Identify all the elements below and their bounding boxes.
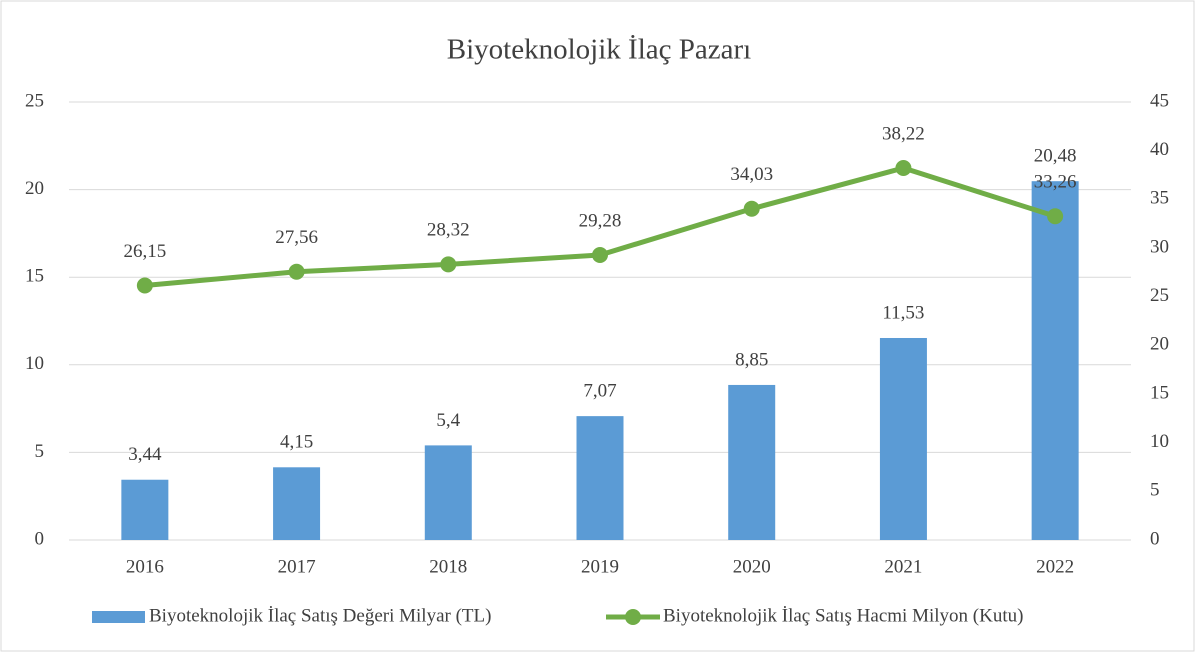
data-label: 33,26 [1034,172,1077,193]
y2-tick-label: 20 [1150,334,1169,355]
x-tick-label: 2022 [1036,556,1074,577]
y2-tick-label: 10 [1150,431,1169,452]
legend-marker [625,609,641,625]
data-label: 4,15 [280,432,313,453]
y-tick-label: 25 [25,90,44,111]
data-label: 28,32 [427,220,470,241]
bar [879,337,927,540]
y-tick-label: 5 [35,441,45,462]
y2-tick-label: 30 [1150,236,1169,257]
line-marker [1047,208,1064,225]
data-label: 29,28 [579,210,622,231]
data-label: 3,44 [128,444,162,465]
bar [1031,181,1079,540]
data-label: 7,07 [583,380,616,401]
y2-tick-label: 45 [1150,90,1169,111]
data-label: 11,53 [882,302,924,323]
data-label: 5,4 [436,410,460,431]
y-tick-label: 10 [25,353,44,374]
x-tick-label: 2020 [733,556,771,577]
data-label: 20,48 [1034,146,1077,167]
line-marker [743,200,760,217]
legend-label: Biyoteknolojik İlaç Satış Değeri Milyar … [149,605,491,626]
data-label: 27,56 [275,227,318,248]
bar [728,384,776,540]
line-marker [288,263,305,280]
y2-tick-label: 35 [1150,188,1169,209]
line-marker [895,159,912,176]
data-label: 26,15 [123,241,166,262]
x-tick-label: 2019 [581,556,619,577]
bar [273,467,321,540]
line-marker [592,247,608,264]
chart-title: Biyoteknolojik İlaç Pazarı [447,34,751,66]
y-tick-label: 20 [25,178,44,199]
y-tick-label: 15 [25,266,44,287]
data-label: 34,03 [730,164,773,185]
legend-swatch [92,611,145,623]
bar [121,479,169,540]
y2-tick-label: 15 [1150,382,1169,403]
y2-tick-label: 40 [1150,139,1169,160]
data-label: 8,85 [735,349,768,370]
bar [424,445,472,540]
y2-tick-label: 0 [1150,528,1160,549]
x-tick-label: 2017 [278,556,316,577]
y2-tick-label: 25 [1150,285,1169,306]
x-tick-label: 2018 [429,556,467,577]
line-marker [136,277,153,294]
data-label: 38,22 [882,123,925,144]
legend-label: Biyoteknolojik İlaç Satış Hacmi Milyon (… [663,605,1023,626]
y-tick-label: 0 [35,528,45,549]
bar [576,416,624,540]
x-tick-label: 2016 [126,556,164,577]
line-marker [440,256,457,273]
x-tick-label: 2021 [884,556,922,577]
y2-tick-label: 5 [1150,480,1160,501]
